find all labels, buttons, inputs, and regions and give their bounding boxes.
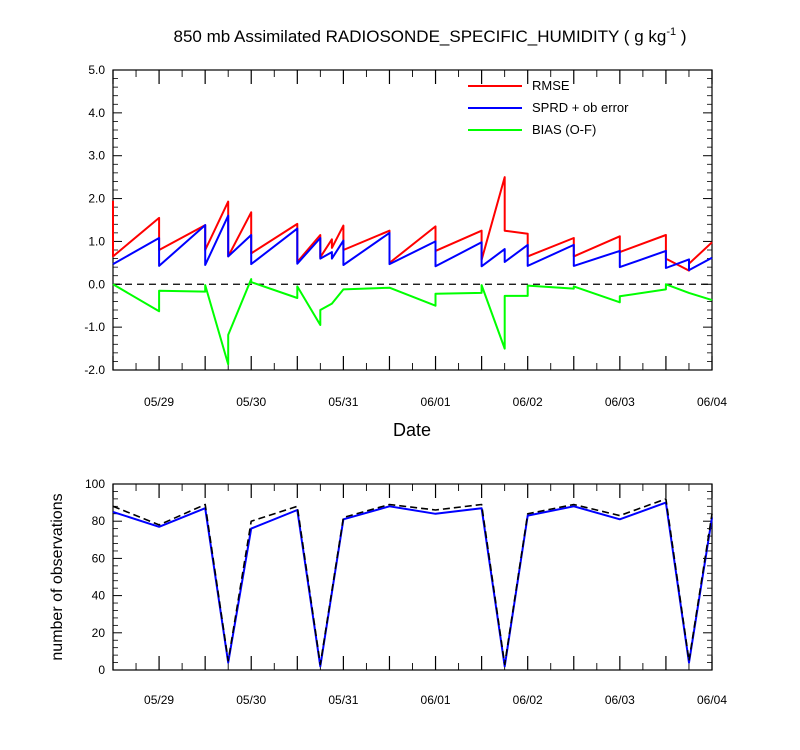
y-tick-label: -1.0 [84, 320, 105, 334]
bottom-series-group [112, 498, 713, 668]
top-y-axis: -2.0 -1.0 0.0 1.0 2.0 3.0 4.0 5.0 [84, 63, 712, 377]
x-tick-label: 05/30 [236, 395, 266, 409]
y-tick-label: 60 [92, 551, 106, 565]
series-line-assimilated [112, 501, 713, 668]
x-tick-label: 05/31 [328, 693, 358, 707]
series-line-rmse [112, 176, 713, 272]
legend-label: BIAS (O-F) [532, 122, 596, 137]
x-axis-title: Date [393, 420, 431, 440]
series-line-possible [112, 498, 713, 666]
x-tick-label: 05/29 [144, 395, 174, 409]
x-tick-label: 06/03 [605, 395, 635, 409]
top-x-axis: 05/29 05/30 05/31 06/01 06/02 06/03 06/04 [112, 70, 727, 409]
y-tick-label: 100 [85, 477, 105, 491]
y-tick-label: 0 [98, 663, 105, 677]
x-tick-label: 06/01 [421, 395, 451, 409]
x-tick-label: 05/29 [144, 693, 174, 707]
legend-label: RMSE [532, 78, 570, 93]
x-tick-label: 06/02 [513, 395, 543, 409]
bottom-plot-frame [112, 483, 713, 671]
legend-label: SPRD + ob error [532, 100, 629, 115]
y-tick-label: -2.0 [84, 363, 105, 377]
bottom-plot: 0 20 40 60 80 100 05/29 05/30 05/31 06/01 06/02 06… [49, 477, 727, 707]
y-tick-label: 40 [92, 589, 106, 603]
y-axis-title-observations: number of observations [49, 493, 66, 660]
x-tick-label: 06/02 [513, 693, 543, 707]
top-series-group [112, 176, 713, 366]
y-tick-label: 80 [92, 514, 106, 528]
chart-title: 850 mb Assimilated RADIOSONDE_SPECIFIC_H… [174, 26, 687, 46]
title-exponent: -1 [666, 26, 676, 38]
x-tick-label: 06/01 [421, 693, 451, 707]
y-tick-label: 3.0 [88, 149, 105, 163]
top-plot: -2.0-1.00.01.02.03.04.05.0 05/29 05/30 05/… [84, 63, 727, 440]
top-plot-frame [112, 69, 713, 371]
x-tick-label: 06/03 [605, 693, 635, 707]
y-tick-label: 4.0 [88, 106, 105, 120]
bottom-x-axis: 05/29 05/30 05/31 06/01 06/02 06/03 06/04 [112, 484, 727, 707]
series-line-sprd-ob-error [112, 214, 713, 272]
legend: RMSE SPRD + ob error BIAS (O-F) [468, 78, 629, 137]
y-tick-label: 5.0 [88, 63, 105, 77]
y-tick-label: 1.0 [88, 234, 105, 248]
y-tick-label: 20 [92, 626, 106, 640]
x-tick-label: 06/04 [697, 395, 727, 409]
series-line-bias-o-f [112, 278, 713, 366]
x-tick-label: 05/31 [328, 395, 358, 409]
x-tick-label: 06/04 [697, 693, 727, 707]
y-tick-label: 0.0 [88, 277, 105, 291]
y-tick-label: 2.0 [88, 192, 105, 206]
x-tick-label: 05/30 [236, 693, 266, 707]
